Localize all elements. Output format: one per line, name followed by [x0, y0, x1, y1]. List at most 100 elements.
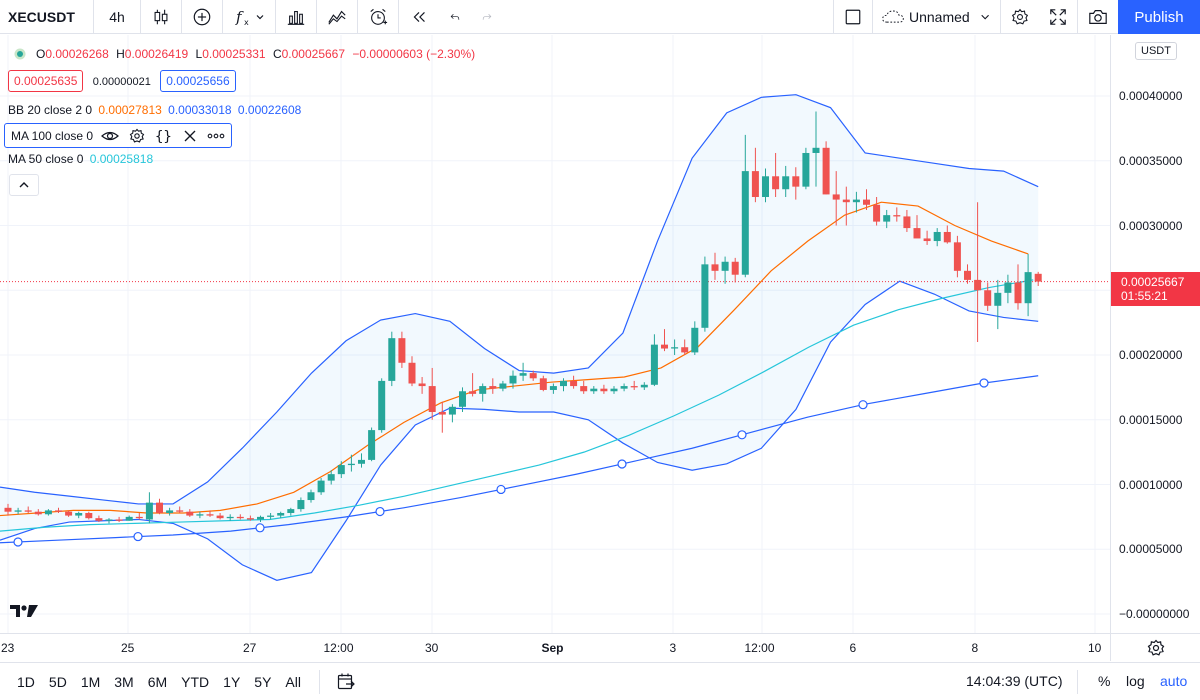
chart-pane[interactable] — [0, 35, 1110, 633]
compare-button[interactable] — [182, 0, 222, 34]
ma100-marker — [133, 531, 143, 542]
chevron-down-icon — [981, 14, 989, 20]
candle-body — [1014, 282, 1022, 304]
price-axis[interactable]: USDT 0.00040000 0.00035000 0.00030000 0.000… — [1110, 35, 1200, 633]
candle-body — [398, 338, 406, 363]
price-tick-label: 0.00040000 — [1119, 89, 1183, 103]
replay-button[interactable] — [399, 0, 439, 34]
settings-button[interactable] — [1001, 0, 1039, 34]
bar-countdown: 01:55:21 — [1121, 289, 1168, 303]
more-icon[interactable] — [207, 133, 225, 139]
redo-button[interactable] — [471, 0, 503, 34]
candle-body — [570, 380, 578, 387]
candle-body — [984, 290, 992, 306]
interval-button[interactable]: 4h — [109, 8, 125, 25]
range-button-1m[interactable]: 1M — [80, 673, 101, 690]
ma100-legend[interactable]: MA 100 close 0 {} — [4, 123, 233, 148]
ma100-marker — [496, 484, 506, 495]
ma100-marker — [858, 400, 868, 410]
trend-lines-icon — [328, 10, 346, 25]
candle-body — [24, 510, 32, 512]
alert-button[interactable] — [358, 0, 398, 34]
goto-date-button[interactable] — [336, 672, 356, 692]
candle-body — [721, 261, 729, 271]
candles-icon — [154, 9, 168, 24]
candle-body — [832, 194, 840, 200]
candle-body — [610, 388, 618, 392]
candle-body — [44, 510, 52, 515]
candle-body — [196, 514, 204, 516]
buy-button[interactable]: 0.00025656 — [160, 70, 236, 92]
publish-button[interactable]: Publish — [1118, 0, 1200, 34]
ma50-legend[interactable]: MA 50 close 0 0.00025818 — [8, 152, 153, 166]
candle-body — [469, 391, 477, 394]
range-button-3m[interactable]: 3M — [114, 673, 134, 690]
symbol-search-button[interactable]: XECUSDT — [8, 8, 75, 25]
gear-icon[interactable] — [129, 128, 145, 144]
range-button-6m[interactable]: 6M — [147, 673, 168, 690]
time-axis[interactable]: 23 25 27 12:00 30 Sep 3 12:00 6 8 10 — [0, 633, 1110, 661]
financials-button[interactable] — [276, 0, 316, 34]
toolbar-divider — [1077, 670, 1078, 694]
candle-body — [671, 347, 679, 349]
layout-menu-button[interactable]: Unnamed — [873, 0, 1000, 34]
sell-button[interactable]: 0.00025635 — [8, 70, 84, 92]
bb-legend[interactable]: BB 20 close 2 0 0.00027813 0.00033018 0.… — [8, 103, 301, 117]
bb-basis-value: 0.00027813 — [98, 103, 162, 117]
toolbar-divider — [872, 0, 873, 34]
candle-body — [327, 474, 335, 481]
candle-body — [34, 511, 42, 515]
chart-settings-corner[interactable] — [1110, 633, 1200, 661]
range-button-all[interactable]: All — [285, 673, 301, 690]
price-tick-label: 0.00005000 — [1119, 542, 1183, 557]
log-toggle[interactable]: log — [1126, 673, 1145, 689]
low-label: L — [195, 47, 203, 61]
close-icon[interactable] — [183, 129, 197, 143]
range-button-5y[interactable]: 5Y — [254, 673, 272, 690]
change-value: −0.00000603 (−2.30%) — [352, 47, 476, 61]
candle-body — [640, 384, 648, 388]
range-button-1d[interactable]: 1D — [17, 673, 35, 690]
percent-toggle[interactable]: % — [1098, 673, 1111, 689]
candle-body — [358, 459, 365, 464]
currency-button[interactable]: USDT — [1135, 42, 1177, 60]
eye-icon[interactable] — [101, 129, 119, 143]
candle-body — [499, 383, 507, 389]
gear-icon — [1011, 8, 1029, 25]
undo-button[interactable] — [439, 0, 471, 34]
auto-toggle[interactable]: auto — [1160, 673, 1188, 689]
spread-value: 0.00000021 — [92, 76, 151, 88]
collapse-legend-button[interactable] — [9, 174, 39, 196]
time-tick-label: 12:00 — [323, 641, 354, 655]
toolbar-divider — [1000, 0, 1001, 34]
range-button-ytd[interactable]: YTD — [181, 673, 210, 690]
tradingview-logo[interactable] — [8, 600, 40, 622]
candle-body — [903, 216, 911, 229]
time-tick-label: 10 — [1088, 641, 1102, 655]
candle-body — [347, 463, 355, 466]
source-code-icon[interactable]: {} — [155, 128, 173, 144]
candle-body — [55, 510, 62, 512]
range-button-5d[interactable]: 5D — [48, 673, 67, 690]
ma100-marker — [255, 523, 265, 533]
current-price-label: 0.00025667 01:55:21 — [1111, 272, 1200, 306]
range-button-1y[interactable]: 1Y — [223, 673, 241, 690]
candle-body — [751, 171, 759, 198]
ma100-title: MA 100 close 0 — [11, 128, 94, 143]
templates-button[interactable] — [317, 0, 357, 34]
price-chart[interactable] — [0, 35, 1110, 633]
candle-body — [1004, 282, 1012, 293]
candle-body — [95, 518, 103, 521]
clock[interactable]: 14:04:39 (UTC) — [966, 673, 1063, 689]
chart-type-button[interactable] — [141, 0, 181, 34]
candle-body — [337, 465, 345, 475]
svg-text:f: f — [235, 8, 244, 26]
fullscreen-button[interactable] — [1039, 0, 1077, 34]
candle-body — [105, 519, 113, 521]
candle-body — [630, 386, 638, 388]
snapshot-button[interactable] — [1078, 0, 1118, 34]
fullscreen-square-button[interactable] — [834, 0, 872, 34]
bb-band-fill — [0, 94, 1039, 581]
ma50-line — [0, 279, 1034, 532]
